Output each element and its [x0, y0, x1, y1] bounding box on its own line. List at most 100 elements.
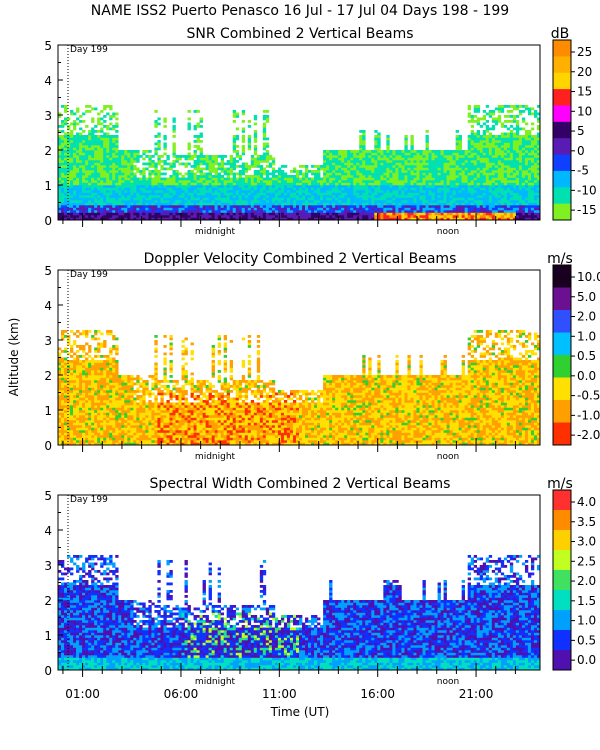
snr-cell	[471, 203, 474, 206]
snr-cell	[404, 175, 407, 178]
snr-cell	[73, 173, 76, 176]
snr-cell	[299, 193, 302, 196]
snr-cell	[263, 188, 266, 191]
snr-cell	[456, 165, 459, 168]
snr-cell	[245, 163, 248, 166]
snr-cell	[447, 178, 450, 181]
snr-cell	[492, 173, 495, 176]
snr-cell	[507, 153, 510, 156]
snr-cell	[483, 123, 486, 126]
snr-cell	[459, 185, 462, 188]
snr-cell	[287, 183, 290, 186]
snr-cell	[209, 178, 212, 181]
snr-cell	[486, 128, 489, 131]
snr-cell	[338, 193, 341, 196]
snr-cell	[70, 183, 73, 186]
snr-cell	[239, 180, 242, 183]
snr-cell	[188, 205, 191, 208]
snr-cell	[462, 213, 465, 216]
snr-cell	[169, 203, 172, 206]
snr-cell	[188, 175, 191, 178]
snr-cell	[121, 153, 124, 156]
snr-cell	[115, 145, 118, 148]
snr-cell	[179, 155, 182, 158]
snr-cell	[495, 213, 498, 216]
snr-cell	[124, 213, 127, 216]
snr-cell	[230, 170, 233, 173]
snr-cell	[269, 183, 272, 186]
snr-cell	[429, 160, 432, 163]
snr-cell	[200, 175, 203, 178]
snr-cell	[94, 208, 97, 211]
snr-cell	[410, 155, 413, 158]
snr-cell	[103, 115, 106, 118]
snr-cell	[383, 190, 386, 193]
snr-cell	[426, 185, 429, 188]
snr-cell	[407, 213, 410, 216]
snr-cell	[308, 185, 311, 188]
snr-cell	[197, 205, 200, 208]
snr-cell	[97, 168, 100, 171]
snr-cell	[106, 180, 109, 183]
snr-cell	[130, 200, 133, 203]
snr-cell	[507, 183, 510, 186]
snr-cell	[510, 213, 513, 216]
snr-cell	[70, 123, 73, 126]
snr-cell	[486, 200, 489, 203]
snr-cell	[392, 183, 395, 186]
snr-cell	[151, 163, 154, 166]
snr-cell	[489, 135, 492, 138]
snr-cell	[438, 160, 441, 163]
snr-cell	[389, 163, 392, 166]
snr-cell	[76, 215, 79, 218]
snr-cell	[73, 208, 76, 211]
snr-cell	[172, 130, 175, 133]
snr-cell	[221, 185, 224, 188]
snr-cell	[459, 153, 462, 156]
snr-cell	[109, 210, 112, 213]
snr-cell	[145, 213, 148, 216]
snr-cell	[474, 153, 477, 156]
snr-cell	[486, 205, 489, 208]
snr-cell	[362, 210, 365, 213]
snr-cell	[188, 190, 191, 193]
snr-cell	[486, 215, 489, 218]
snr-cell	[456, 183, 459, 186]
snr-cell	[254, 185, 257, 188]
snr-cell	[498, 110, 501, 113]
snr-cell	[332, 198, 335, 201]
snr-cell	[368, 188, 371, 191]
snr-cell	[305, 203, 308, 206]
snr-cell	[85, 210, 88, 213]
snr-cell	[474, 148, 477, 151]
snr-cell	[236, 115, 239, 118]
snr-cell	[486, 130, 489, 133]
snr-cell	[374, 210, 377, 213]
snr-cell	[308, 188, 311, 191]
snr-cell	[194, 135, 197, 138]
snr-cell	[61, 160, 64, 163]
snr-cell	[215, 190, 218, 193]
snr-cell	[516, 183, 519, 186]
snr-cell	[221, 193, 224, 196]
snr-cell	[112, 113, 115, 116]
snr-cell	[441, 198, 444, 201]
snr-cell	[534, 203, 537, 206]
snr-cell	[112, 185, 115, 188]
snr-cell	[398, 173, 401, 176]
snr-cell	[112, 190, 115, 193]
snr-cell	[112, 158, 115, 161]
snr-cell	[383, 213, 386, 216]
snr-cell	[305, 213, 308, 216]
snr-colorbar-label: 20	[577, 65, 592, 79]
snr-cell	[91, 153, 94, 156]
snr-cell	[64, 118, 67, 121]
snr-cell	[64, 165, 67, 168]
snr-cell	[112, 150, 115, 153]
snr-cell	[154, 190, 157, 193]
snr-cell	[516, 180, 519, 183]
snr-cell	[61, 105, 64, 108]
snr-cell	[368, 193, 371, 196]
snr-cell	[194, 153, 197, 156]
snr-cell	[308, 193, 311, 196]
